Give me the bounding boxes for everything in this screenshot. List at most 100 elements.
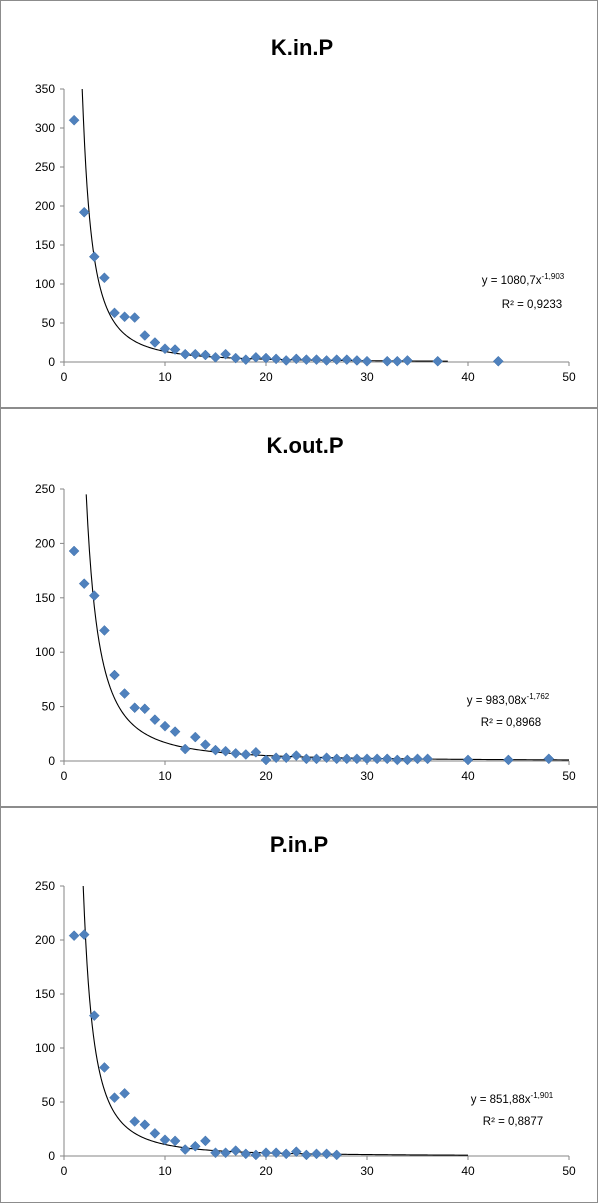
chart-k-in-p: K.in.P 0 50 100 150 200 250 300 350 0 10 20 30 40 50… <box>0 0 598 408</box>
data-point <box>361 355 373 367</box>
data-point <box>371 753 383 765</box>
data-point <box>99 272 110 284</box>
data-point <box>250 746 262 758</box>
x-tick-label: 20 <box>259 769 273 783</box>
x-tick-label: 10 <box>158 370 172 384</box>
x-tick-label: 50 <box>562 370 576 384</box>
y-tick-label: 200 <box>35 933 55 947</box>
x-tick-label: 20 <box>259 370 273 384</box>
data-point <box>189 1140 201 1152</box>
x-tick-label: 10 <box>158 769 172 783</box>
chart-panel-k-out-p: K.out.P 0 50 100 150 200 250 0 10 20 30 40 50 y = … <box>0 408 598 807</box>
data-point <box>230 748 242 759</box>
data-point <box>290 353 302 365</box>
data-point <box>250 1149 262 1161</box>
y-tick-label: 0 <box>48 355 55 369</box>
data-point <box>361 753 373 765</box>
data-point <box>280 355 292 366</box>
data-point <box>179 743 191 755</box>
data-point <box>543 753 555 765</box>
data-point <box>351 753 363 765</box>
data-point <box>78 929 90 940</box>
data-point <box>341 354 353 366</box>
data-point <box>220 745 231 757</box>
data-point <box>290 1146 302 1158</box>
data-point <box>321 1148 332 1160</box>
chart-panel-k-in-p: K.in.P 0 50 100 150 200 250 300 350 0 10 20 30 40 50… <box>0 0 598 408</box>
data-point <box>119 688 130 699</box>
data-point <box>189 348 201 360</box>
data-point <box>301 354 312 366</box>
data-point <box>169 344 181 355</box>
y-tick-label: 150 <box>35 591 55 605</box>
data-point <box>432 355 444 367</box>
data-point <box>68 545 80 557</box>
x-tick-label: 40 <box>461 769 475 783</box>
data-point <box>260 352 272 364</box>
data-point <box>99 1062 110 1073</box>
data-point <box>159 720 171 732</box>
chart-frame <box>0 408 598 807</box>
data-point <box>109 307 120 319</box>
data-point <box>402 754 413 766</box>
data-point <box>391 754 403 766</box>
data-point <box>220 348 231 360</box>
data-point <box>260 754 272 766</box>
data-point <box>260 1147 272 1159</box>
data-point <box>351 355 363 366</box>
y-tick-label: 0 <box>48 754 55 768</box>
trendline-equation: y = 1080,7x-1,903 <box>482 272 565 287</box>
data-point <box>331 1149 343 1161</box>
data-point <box>88 251 100 263</box>
chart-p-in-p: P.in.P 0 50 100 150 200 250 0 10 20 30 40 50 y = 8… <box>0 807 598 1203</box>
y-tick-label: 300 <box>35 121 55 135</box>
y-tick-label: 0 <box>48 1149 55 1163</box>
equation-base: y = 851,88x <box>471 1094 531 1106</box>
chart-k-out-p: K.out.P 0 50 100 150 200 250 0 10 20 30 40 50 y = … <box>0 408 598 807</box>
trendline-equation: y = 851,88x-1,901 <box>471 1091 554 1106</box>
chart-frame <box>0 807 598 1203</box>
data-point <box>99 625 110 636</box>
x-tick-label: 0 <box>61 769 68 783</box>
data-point <box>200 349 211 361</box>
data-point <box>149 1127 161 1139</box>
data-point <box>230 352 242 364</box>
data-point <box>321 752 332 764</box>
data-point <box>331 753 343 765</box>
data-point <box>129 312 141 323</box>
data-point <box>492 355 504 367</box>
y-tick-label: 200 <box>35 199 55 213</box>
data-point <box>301 1149 312 1161</box>
data-point <box>280 752 292 764</box>
equation-base: y = 983,08x <box>467 695 527 707</box>
x-tick-label: 50 <box>562 1164 576 1178</box>
data-point <box>391 355 403 367</box>
data-point <box>381 753 393 765</box>
data-point <box>402 355 413 366</box>
data-point <box>280 1148 292 1160</box>
y-tick-label: 100 <box>35 277 55 291</box>
data-point <box>311 1148 322 1160</box>
data-point <box>139 703 151 715</box>
data-point <box>139 330 151 341</box>
data-point <box>119 311 130 323</box>
y-tick-label: 350 <box>35 82 55 96</box>
data-point <box>270 752 282 764</box>
data-point <box>159 1134 171 1146</box>
data-point <box>189 731 201 743</box>
x-tick-label: 30 <box>360 769 374 783</box>
data-point <box>210 1147 221 1159</box>
trendline-equation: y = 983,08x-1,762 <box>467 692 550 707</box>
equation-exponent: -1,903 <box>542 272 565 281</box>
data-point <box>220 1147 231 1159</box>
y-tick-label: 200 <box>35 536 55 550</box>
data-point <box>240 749 252 760</box>
data-point <box>78 578 90 590</box>
data-point <box>311 354 322 366</box>
x-tick-label: 40 <box>461 370 475 384</box>
x-tick-label: 30 <box>360 1164 374 1178</box>
chart-frame <box>0 0 598 408</box>
y-tick-label: 50 <box>42 1095 56 1109</box>
x-tick-label: 10 <box>158 1164 172 1178</box>
data-point <box>78 206 90 218</box>
